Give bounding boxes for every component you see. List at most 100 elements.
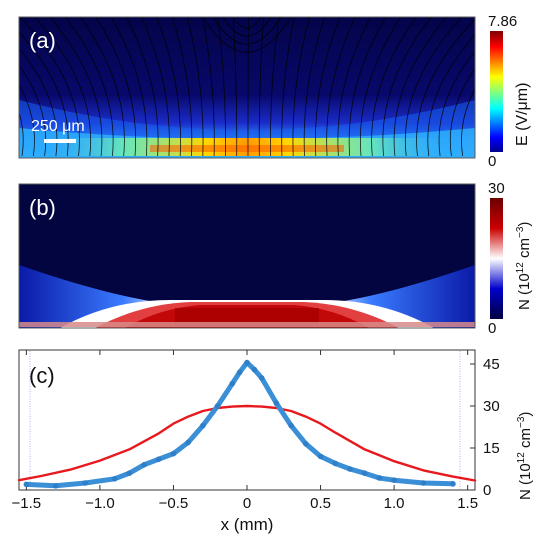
streamline <box>19 111 24 157</box>
series-blue-point <box>288 422 294 429</box>
series-blue-point <box>185 439 191 446</box>
series-blue-point <box>214 403 221 409</box>
streamline <box>404 17 463 157</box>
series-blue-point <box>236 369 243 376</box>
streamline <box>125 17 159 157</box>
series-blue-point <box>170 450 177 457</box>
streamline <box>19 17 80 157</box>
streamline <box>258 17 264 157</box>
streamline <box>186 17 204 157</box>
streamline <box>34 17 91 157</box>
series-blue-point <box>82 480 88 486</box>
streamline <box>110 17 148 157</box>
field-streamlines <box>19 17 475 157</box>
series-blue-point <box>251 366 258 373</box>
colorbar-density-max: 30 <box>488 180 505 197</box>
streamline <box>281 17 295 157</box>
panel-c: −1.5 −1.0 −0.5 0 0.5 1.0 1.5 0 15 30 45 (c) x (mm… <box>12 349 534 534</box>
field-map <box>19 17 475 158</box>
streamline <box>95 17 136 157</box>
colorbar-density-min: 0 <box>488 320 496 337</box>
streamline <box>202 17 215 157</box>
panel-a-label: (a) <box>29 28 56 53</box>
series-blue-point <box>111 476 118 482</box>
series-blue-point <box>303 441 309 447</box>
streamline <box>371 17 417 157</box>
series-blue-point <box>376 475 383 481</box>
y-tick-label: 45 <box>483 356 500 373</box>
x-tick-label: 0 <box>243 495 251 512</box>
series-blue-point <box>52 483 59 489</box>
colorbar-density-title: N (1012 cm−3) <box>515 222 533 310</box>
colorbar-field-min: 0 <box>488 153 496 170</box>
colorbar-field <box>490 31 503 152</box>
streamline <box>156 17 181 157</box>
streamline <box>217 17 226 157</box>
panel-a: (a) 250 μm 7.86 0 E (V/μm) <box>18 13 531 170</box>
colorbar-field-max: 7.86 <box>488 13 517 30</box>
colorbar-density <box>490 198 503 319</box>
streamline <box>337 17 371 157</box>
streamline <box>360 17 402 157</box>
streamline <box>292 17 310 157</box>
series-red-line <box>17 404 477 482</box>
series-blue-point <box>244 359 250 366</box>
streamline <box>461 87 475 157</box>
streamline <box>449 67 475 157</box>
series-blue-point <box>332 460 339 467</box>
x-tick-label: −1.0 <box>85 495 115 512</box>
series-blue-point <box>200 422 206 429</box>
x-axis-title: x (mm) <box>221 515 274 534</box>
streamline-loop <box>232 17 262 29</box>
y-tick-label: 0 <box>483 482 491 499</box>
streamline <box>64 17 114 157</box>
streamline <box>19 84 35 157</box>
streamline <box>80 17 125 157</box>
x-axis: −1.5 −1.0 −0.5 0 0.5 1.0 1.5 <box>12 350 478 512</box>
y-axis-title: N (1012 cm−3) <box>516 412 534 500</box>
streamline-loop <box>202 17 292 53</box>
y-tick-label: 30 <box>483 398 500 415</box>
streamline <box>49 17 103 157</box>
series-blue-point <box>450 481 456 487</box>
plot-frame <box>18 349 476 491</box>
streamline <box>416 18 475 157</box>
series-blue-point <box>258 375 265 381</box>
streamline <box>348 17 386 157</box>
series-blue-point <box>317 453 324 460</box>
streamline <box>232 17 238 157</box>
colorbar-field-title: E (V/μm) <box>514 83 531 146</box>
streamline <box>315 17 341 157</box>
electrode-surface <box>19 322 475 327</box>
streamline <box>438 50 475 157</box>
plot-series <box>17 359 477 489</box>
series-blue-point <box>420 480 427 486</box>
streamline-loop <box>222 17 272 37</box>
streamline <box>270 17 280 157</box>
streamline <box>382 17 432 157</box>
series-blue-point <box>347 466 353 472</box>
x-tick-label: 1.5 <box>457 495 478 512</box>
x-tick-label: 0.5 <box>310 495 331 512</box>
y-tick-label: 15 <box>483 440 500 457</box>
series-blue-point <box>391 477 397 484</box>
series-blue-point <box>155 456 162 463</box>
panel-b: (b) 30 0 N (1012 cm−3) <box>18 180 533 337</box>
series-blue-point <box>273 400 280 407</box>
streamline-loop <box>212 17 282 45</box>
scale-bar <box>44 139 76 143</box>
scale-bar-label: 250 μm <box>31 118 85 135</box>
y-axis: 0 15 30 45 <box>470 356 500 499</box>
streamline <box>427 34 475 157</box>
density-map <box>19 265 475 328</box>
x-tick-label: −0.5 <box>159 495 189 512</box>
x-tick-label: 1.0 <box>384 495 405 512</box>
series-blue-point <box>23 481 30 488</box>
series-blue-point <box>229 380 236 387</box>
streamline <box>303 17 325 157</box>
series-blue-point <box>141 462 147 468</box>
streamline <box>393 17 448 157</box>
streamline <box>326 17 356 157</box>
panel-c-label: (c) <box>29 363 55 388</box>
